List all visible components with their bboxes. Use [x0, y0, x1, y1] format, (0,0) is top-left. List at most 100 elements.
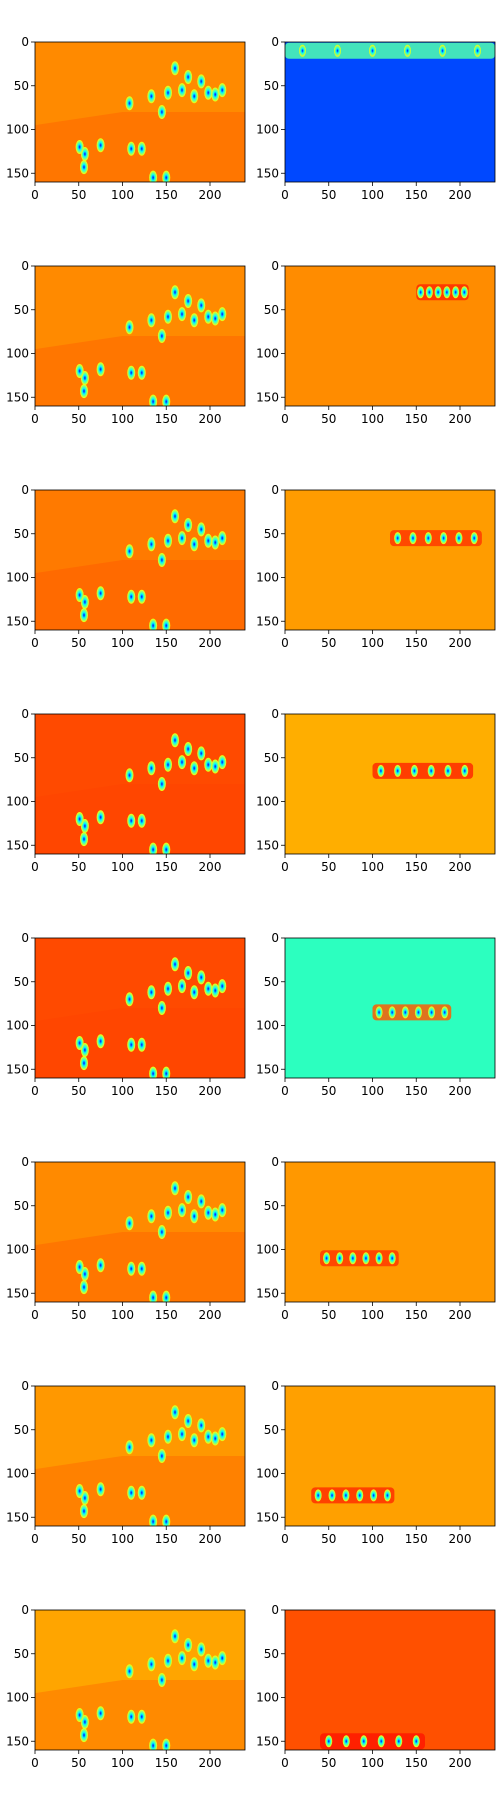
feature-blob: [375, 1252, 383, 1265]
axes-frame: [284, 713, 496, 855]
x-tick-label: 0: [281, 412, 289, 426]
y-tick-label: 0: [271, 1379, 279, 1393]
feature-blob: [125, 768, 134, 783]
feature-blob: [404, 44, 411, 57]
x-tick-label: 200: [199, 1084, 222, 1098]
y-tick-label: 100: [256, 1691, 279, 1705]
heatmap-background: [35, 1610, 245, 1750]
x-tick-label: 0: [31, 1756, 39, 1770]
feature-blob: [157, 1449, 166, 1463]
y-tick-label: 0: [21, 707, 29, 721]
x-tick-label: 150: [405, 636, 428, 650]
x-tick-label: 50: [71, 636, 86, 650]
feature-blob: [125, 320, 134, 335]
row-6-left-panel: 0 50 100 150 200 0 50 100 150: [6, 1155, 246, 1322]
x-tick-label: 0: [31, 412, 39, 426]
y-tick-label: 50: [14, 303, 29, 317]
feature-blob: [171, 1405, 179, 1420]
y-tick-label: 100: [256, 1019, 279, 1033]
feature-blob: [164, 1205, 172, 1220]
feature-blob: [171, 285, 179, 300]
feature-blob: [204, 1653, 213, 1668]
feature-blob: [452, 286, 460, 299]
feature-blob: [162, 1738, 171, 1750]
feature-blob: [443, 286, 451, 299]
x-tick-label: 0: [281, 1532, 289, 1546]
x-tick-label: 200: [449, 1084, 472, 1098]
y-tick-label: 100: [256, 795, 279, 809]
feature-blob: [137, 1261, 146, 1276]
feature-blob: [434, 286, 442, 299]
x-tick-label: 0: [31, 1532, 39, 1546]
y-tick-label: 50: [264, 1199, 279, 1213]
row-4-right-panel: 0 50 100 150 200 0 50 100 150: [256, 707, 496, 874]
feature-blob: [137, 813, 146, 828]
feature-blob: [96, 1034, 105, 1049]
feature-blob: [178, 83, 186, 98]
feature-blob: [178, 1427, 186, 1442]
y-tick-label: 0: [21, 483, 29, 497]
feature-blob: [461, 764, 469, 777]
x-tick-label: 50: [71, 412, 86, 426]
feature-blob: [147, 985, 156, 1000]
feature-blob: [184, 1638, 193, 1652]
x-tick-label: 150: [155, 188, 178, 202]
feature-blob: [190, 89, 199, 104]
feature-blob: [383, 1489, 391, 1502]
feature-blob: [211, 983, 220, 998]
feature-blob: [178, 755, 186, 770]
x-tick-label: 100: [361, 860, 384, 874]
row-7-right-panel: 0 50 100 150 200 0 50 100 150: [256, 1379, 496, 1546]
axes-frame: [34, 937, 246, 1079]
axes-frame: [284, 1161, 496, 1303]
y-tick-label: 0: [271, 35, 279, 49]
y-tick-label: 150: [6, 1062, 29, 1076]
feature-blob: [164, 1429, 172, 1444]
feature-blob: [342, 1735, 350, 1748]
x-tick-label: 50: [321, 1084, 336, 1098]
x-tick-label: 150: [405, 1308, 428, 1322]
x-tick-label: 0: [31, 188, 39, 202]
feature-blob: [377, 1735, 385, 1748]
y-tick-label: 50: [264, 1423, 279, 1437]
y-tick-label: 150: [6, 614, 29, 628]
y-tick-label: 0: [271, 1603, 279, 1617]
feature-blob: [204, 981, 213, 996]
feature-blob: [164, 85, 172, 100]
y-tick-label: 150: [6, 166, 29, 180]
feature-blob: [184, 1190, 193, 1204]
feature-blob: [162, 394, 171, 406]
row-2-left-panel: 0 50 100 150 200 0 50 100 150: [6, 259, 246, 426]
feature-blob: [394, 532, 402, 545]
feature-blob: [455, 532, 463, 545]
heatmap-image: [35, 490, 245, 630]
y-tick-label: 50: [264, 303, 279, 317]
y-tick-label: 150: [6, 1734, 29, 1748]
x-tick-label: 100: [111, 1532, 134, 1546]
y-tick-label: 0: [271, 259, 279, 273]
heatmap-background: [285, 42, 495, 182]
y-tick-label: 100: [6, 123, 29, 137]
feature-blob: [395, 1735, 403, 1748]
heatmap-background: [35, 266, 245, 406]
x-tick-label: 100: [111, 1084, 134, 1098]
x-tick-label: 100: [361, 1084, 384, 1098]
feature-blob: [164, 1653, 172, 1668]
feature-blob: [127, 1709, 136, 1724]
feature-blob: [96, 810, 105, 825]
feature-blob: [137, 141, 146, 156]
activation-band: [320, 1250, 399, 1267]
heatmap-image: [285, 1386, 495, 1526]
y-tick-label: 100: [256, 1243, 279, 1257]
row-3-left-panel: 0 50 100 150 200 0 50 100 150: [6, 483, 246, 650]
feature-blob: [218, 1427, 227, 1442]
feature-blob: [149, 842, 158, 854]
feature-blob: [80, 832, 88, 847]
x-tick-label: 150: [405, 412, 428, 426]
x-tick-label: 200: [449, 412, 472, 426]
feature-blob: [147, 1657, 156, 1672]
feature-blob: [75, 1036, 84, 1050]
feature-blob: [204, 309, 213, 324]
feature-blob: [204, 1205, 213, 1220]
x-tick-label: 200: [199, 860, 222, 874]
